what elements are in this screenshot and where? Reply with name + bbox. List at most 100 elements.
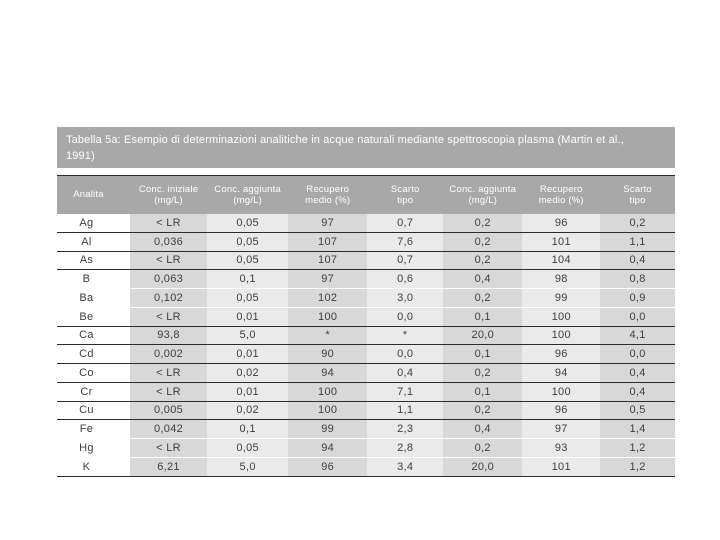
- table-cell: 3,0: [367, 289, 444, 307]
- table-row: Cu 0,005 0,02 100 1,1 0,2 96 0,5: [57, 401, 675, 421]
- table-cell: 94: [522, 364, 601, 382]
- table-cell: 99: [522, 289, 601, 307]
- table-cell: 0,002: [129, 345, 208, 363]
- table-cell: 20,0: [443, 326, 523, 345]
- table-cell: 5,0: [207, 457, 289, 476]
- table-cell: 0,063: [129, 270, 208, 288]
- table-cell: 0,4: [600, 251, 675, 270]
- table-row: Ag < LR 0,05 97 0,7 0,2 96 0,2: [57, 214, 675, 233]
- table-cell: 0,102: [129, 289, 208, 307]
- table-cell: 0,2: [443, 214, 523, 232]
- table-cell: 93: [522, 439, 601, 457]
- table-cell: 101: [522, 232, 601, 251]
- header-cell: Recupero medio (%): [305, 183, 351, 207]
- table-cell: Be: [57, 307, 130, 326]
- table-cell: 100: [288, 382, 368, 401]
- table-cell: Hg: [57, 439, 130, 457]
- table-cell: 2,3: [367, 420, 444, 438]
- table-cell: 97: [288, 214, 368, 232]
- table-cell: 100: [288, 401, 368, 420]
- table-row: Co < LR 0,02 94 0,4 0,2 94 0,4: [57, 364, 675, 383]
- table-cell: 0,01: [207, 307, 289, 326]
- table-cell: 96: [288, 457, 368, 476]
- table-row: Ba 0,102 0,05 102 3,0 0,2 99 0,9: [57, 289, 675, 308]
- table-title: Tabella 5a: Esempio di determinazioni an…: [57, 127, 675, 168]
- table-cell: 0,1: [207, 420, 289, 438]
- table-cell: 0,4: [600, 382, 675, 401]
- table-cell: 0,2: [443, 232, 523, 251]
- table-cell: 100: [522, 326, 601, 345]
- header-cell: Scarto tipo: [623, 183, 652, 207]
- table-top-rule: [57, 175, 675, 176]
- table-cell: 94: [288, 364, 368, 382]
- table-cell: 0,05: [207, 439, 289, 457]
- table-cell: 0,05: [207, 289, 289, 307]
- table-cell: As: [57, 251, 130, 270]
- table-cell: 5,0: [207, 326, 289, 345]
- table-cell: 104: [522, 251, 601, 270]
- table-cell: 20,0: [443, 457, 523, 476]
- table-cell: 93,8: [129, 326, 208, 345]
- table-cell: 0,05: [207, 214, 289, 232]
- table-cell: Fe: [57, 420, 130, 438]
- table-row: Cd 0,002 0,01 90 0,0 0,1 96 0,0: [57, 345, 675, 364]
- table-cell: 0,2: [443, 439, 523, 457]
- table-header-row: Analita Conc. iniziale (mg/L) Conc. aggiun…: [57, 176, 675, 214]
- header-cell: Analita: [73, 189, 104, 201]
- table-cell: *: [288, 326, 368, 345]
- table-cell: Cd: [57, 345, 130, 363]
- table-row: Be < LR 0,01 100 0,0 0,1 100 0,0: [57, 307, 675, 327]
- table-cell: 0,2: [443, 401, 523, 420]
- table-body: Ag < LR 0,05 97 0,7 0,2 96 0,2 Al 0,036 0,05 107 7,6…: [57, 214, 675, 477]
- table-cell: 0,1: [443, 345, 523, 363]
- table-cell: B: [57, 270, 130, 288]
- table-cell: 94: [288, 439, 368, 457]
- table-cell: 0,2: [600, 214, 675, 232]
- table-row: Ca 93,8 5,0 * * 20,0 100 4,1: [57, 326, 675, 346]
- table-cell: 0,4: [443, 420, 523, 438]
- table-cell: 1,4: [600, 420, 675, 438]
- table-cell: 0,05: [207, 232, 289, 251]
- header-cell: Conc. aggiunta (mg/L): [214, 183, 281, 207]
- table-cell: 0,7: [367, 251, 444, 270]
- table-cell: 0,0: [600, 307, 675, 326]
- analytes-table: Analita Conc. iniziale (mg/L) Conc. aggiun…: [57, 175, 675, 477]
- table-row: K 6,21 5,0 96 3,4 20,0 101 1,2: [57, 457, 675, 477]
- title-line-2: 1991): [66, 149, 95, 162]
- title-line-1: Tabella 5a: Esempio di determinazioni an…: [66, 134, 624, 146]
- table-cell: 4,1: [600, 326, 675, 345]
- table-cell: 0,005: [129, 401, 208, 420]
- table-cell: 0,0: [367, 307, 444, 326]
- table-cell: 0,2: [443, 364, 523, 382]
- table-cell: 2,8: [367, 439, 444, 457]
- header-cell: Scarto tipo: [390, 183, 420, 207]
- table-cell: 7,6: [367, 232, 444, 251]
- table-cell: 90: [288, 345, 368, 363]
- table-cell: 0,2: [443, 251, 523, 270]
- table-row: Cr < LR 0,01 100 7,1 0,1 100 0,4: [57, 382, 675, 402]
- table-cell: 1,1: [600, 232, 675, 251]
- table-cell: 0,6: [367, 270, 444, 288]
- table-cell: *: [367, 326, 444, 345]
- header-cell: Conc. iniziale (mg/L): [138, 183, 199, 207]
- table-cell: 0,7: [367, 214, 444, 232]
- table-cell: 0,042: [129, 420, 208, 438]
- table-cell: 0,2: [443, 289, 523, 307]
- table-cell: 0,5: [600, 401, 675, 420]
- table-cell: 0,1: [443, 307, 523, 326]
- table-cell: 97: [288, 270, 368, 288]
- table-cell: Al: [57, 232, 130, 251]
- table-cell: 1,2: [600, 439, 675, 457]
- table-cell: 0,8: [600, 270, 675, 288]
- table-cell: 0,1: [443, 382, 523, 401]
- table-cell: 0,9: [600, 289, 675, 307]
- table-cell: 0,02: [207, 401, 289, 420]
- table-cell: 101: [522, 457, 601, 476]
- table-cell: 107: [288, 251, 368, 270]
- table-cell: 99: [288, 420, 368, 438]
- table-cell: < LR: [129, 364, 208, 382]
- table-row: B 0,063 0,1 97 0,6 0,4 98 0,8: [57, 270, 675, 289]
- table-row: Hg < LR 0,05 94 2,8 0,2 93 1,2: [57, 439, 675, 458]
- table-cell: 97: [522, 420, 601, 438]
